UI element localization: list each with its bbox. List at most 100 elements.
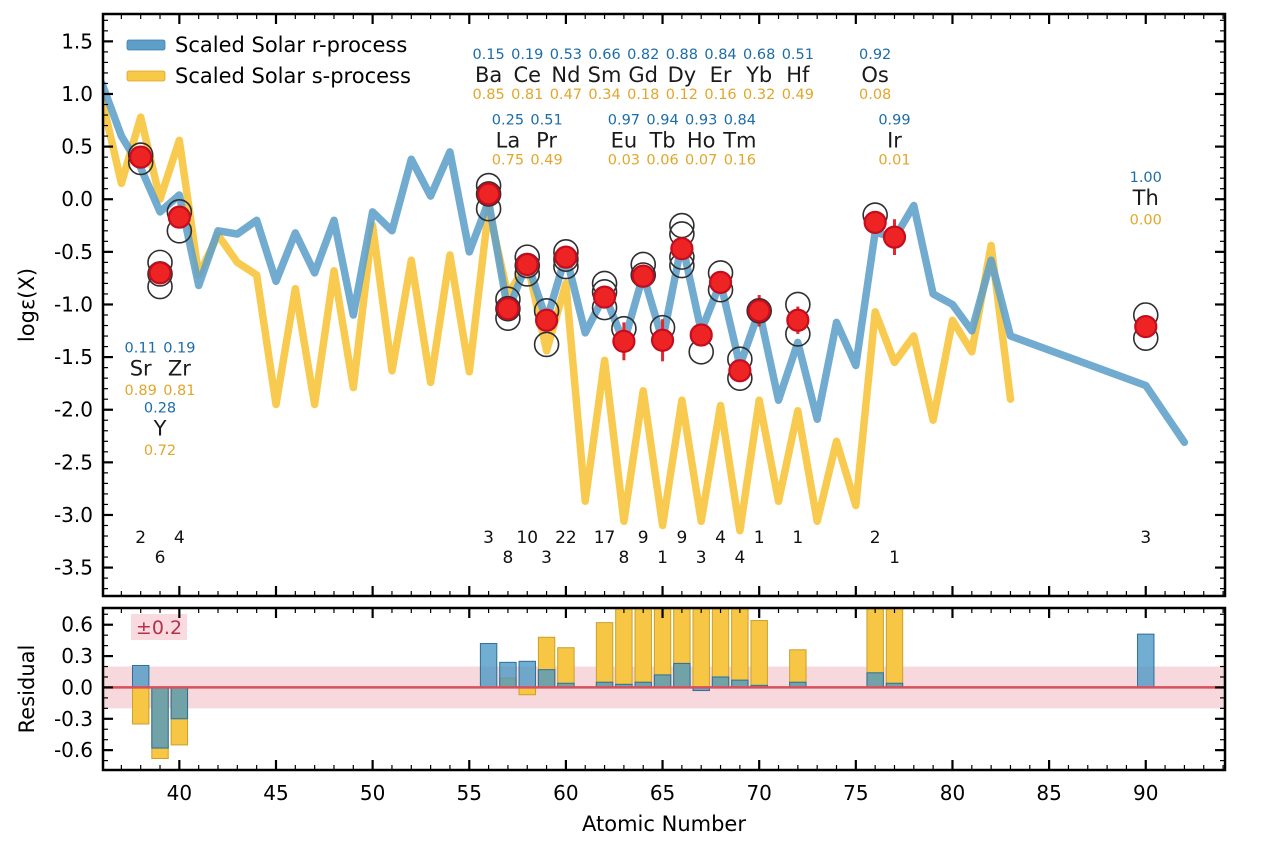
tolerance-label-text: ±0.2: [136, 617, 182, 639]
data-point-Yb: [747, 299, 771, 323]
line-count-Sm: 17: [594, 528, 616, 548]
r-fraction-Sr: 0.11: [125, 341, 157, 357]
r-fraction-Hf: 0.51: [782, 47, 814, 63]
x-tick-55: 55: [457, 781, 482, 805]
x-tick-70: 70: [746, 781, 771, 805]
main-y-tick--2.5: -2.5: [54, 450, 93, 474]
data-point-Tm: [728, 359, 752, 383]
tolerance-label: ±0.2: [131, 614, 187, 640]
x-axis-label: Atomic Number: [582, 812, 746, 836]
x-tick-40: 40: [167, 781, 192, 805]
main-y-tick--3.0: -3.0: [54, 503, 93, 527]
residual-y-tick--0.6: -0.6: [54, 738, 93, 762]
data-point-Ba: [476, 182, 501, 206]
line-count-Os: 2: [870, 528, 881, 548]
residual-s-bar-Sm: [595, 622, 614, 688]
r-fraction-Zr: 0.19: [163, 341, 195, 357]
line-count-Hf: 1: [792, 528, 803, 548]
residual-s-bar-Yb: [750, 620, 768, 688]
line-count-Ba: 3: [483, 528, 494, 548]
main-y-tick--3.5: -3.5: [54, 556, 93, 580]
x-tick-90: 90: [1133, 781, 1158, 805]
r-fraction-Os: 0.92: [859, 47, 891, 63]
main-y-tick--2.0: -2.0: [54, 398, 93, 422]
data-point-Ce: [515, 252, 539, 277]
line-count-Tm: 4: [734, 548, 745, 568]
element-symbol-Yb: Yb: [745, 63, 772, 87]
tick-labels: 1.5 1.0 0.5 0.0 -0.5 -1.0 -1.5 -2.0 -2.5 -3.0 -3.5…: [54, 29, 1159, 805]
residual-s-bar-Sr: [131, 686, 150, 725]
main-y-tick--1.0: -1.0: [54, 292, 93, 316]
line-count-Er: 4: [715, 528, 726, 548]
main-y-tick-1.0: 1.0: [61, 82, 93, 106]
data-point-Sr: [129, 145, 153, 169]
residual-r-bar-Dy: [673, 662, 691, 688]
data-point-Gd: [631, 264, 655, 288]
data-point-Pr: [534, 308, 559, 332]
s-fraction-Y: 0.72: [144, 443, 176, 459]
element-symbol-Hf: Hf: [786, 63, 810, 87]
residual-r-bar-Zr: [170, 686, 189, 720]
line-count-La: 8: [503, 548, 514, 568]
residual-r-bar-Y: [151, 686, 169, 749]
r-fraction-Ir: 0.99: [878, 112, 910, 128]
s-fraction-Hf: 0.49: [782, 87, 814, 103]
data-point-Zr: [167, 205, 191, 229]
line-count-Zr: 4: [174, 528, 185, 548]
main-panel-border: [101, 12, 1227, 598]
s-fraction-Tm: 0.16: [724, 152, 756, 168]
line-count-Ce: 10: [516, 528, 538, 548]
data-point-Ir: [882, 225, 907, 249]
x-tick-65: 65: [650, 781, 675, 805]
line-count-Dy: 9: [676, 528, 687, 548]
r-fraction-Ho: 0.93: [685, 112, 717, 128]
residual-r-bar-Os: [866, 672, 884, 688]
legend: Scaled Solar r-process Scaled Solar s-pro…: [126, 33, 411, 88]
element-symbol-Y: Y: [153, 417, 167, 441]
residual-r-bar-Ba: [479, 643, 498, 688]
r-fraction-Ce: 0.19: [511, 47, 543, 63]
data-point-Th: [1134, 314, 1158, 339]
residual-y-tick-0.6: 0.6: [61, 613, 93, 637]
r-fraction-Nd: 0.53: [550, 47, 582, 63]
element-symbol-Sr: Sr: [130, 357, 152, 381]
r-fraction-Ba: 0.15: [472, 47, 504, 63]
r-fraction-Dy: 0.88: [666, 47, 698, 63]
residual-bars: [131, 608, 1155, 760]
element-symbol-Nd: Nd: [551, 63, 580, 87]
line-count-Y: 6: [155, 548, 166, 568]
residual-r-bar-Th: [1137, 633, 1155, 688]
residual-r-bar-Tb: [653, 674, 672, 688]
open-circle-Ba-1: [475, 181, 502, 207]
s-fraction-Ba: 0.85: [472, 87, 504, 103]
s-fraction-Tb: 0.06: [646, 152, 678, 168]
open-circle-Yb-0: [746, 297, 772, 324]
r-fraction-Gd: 0.82: [627, 47, 659, 63]
s-fraction-Sm: 0.34: [588, 87, 620, 103]
line-count-Gd: 9: [638, 528, 649, 548]
s-fraction-Ce: 0.81: [511, 87, 543, 103]
element-symbol-Ho: Ho: [687, 128, 716, 152]
s-fraction-Pr: 0.49: [530, 152, 562, 168]
data-point-Sm: [592, 285, 617, 309]
data-point-Os: [863, 210, 887, 234]
line-count-Eu: 8: [618, 548, 629, 568]
r-fraction-Tb: 0.94: [646, 112, 678, 128]
s-fraction-Nd: 0.47: [550, 87, 582, 103]
data-point-Er: [708, 270, 733, 294]
residual-r-bar-Pr: [537, 669, 556, 688]
main-y-tick--0.5: -0.5: [54, 240, 93, 264]
element-symbol-Gd: Gd: [628, 63, 658, 87]
legend-label-r-process: Scaled Solar r-process: [175, 33, 407, 57]
x-tick-50: 50: [360, 781, 385, 805]
element-annotations: 0.11Sr0.890.28Y0.720.19Zr0.810.15Ba0.850…: [125, 47, 1162, 459]
legend-swatch-r-process: [126, 39, 166, 51]
residual-r-bar-Er: [711, 676, 730, 688]
line-count-Pr: 3: [541, 548, 552, 568]
r-fraction-Eu: 0.97: [608, 112, 640, 128]
main-y-axis-label: logε(X): [15, 268, 39, 342]
data-point-Hf: [786, 308, 810, 332]
